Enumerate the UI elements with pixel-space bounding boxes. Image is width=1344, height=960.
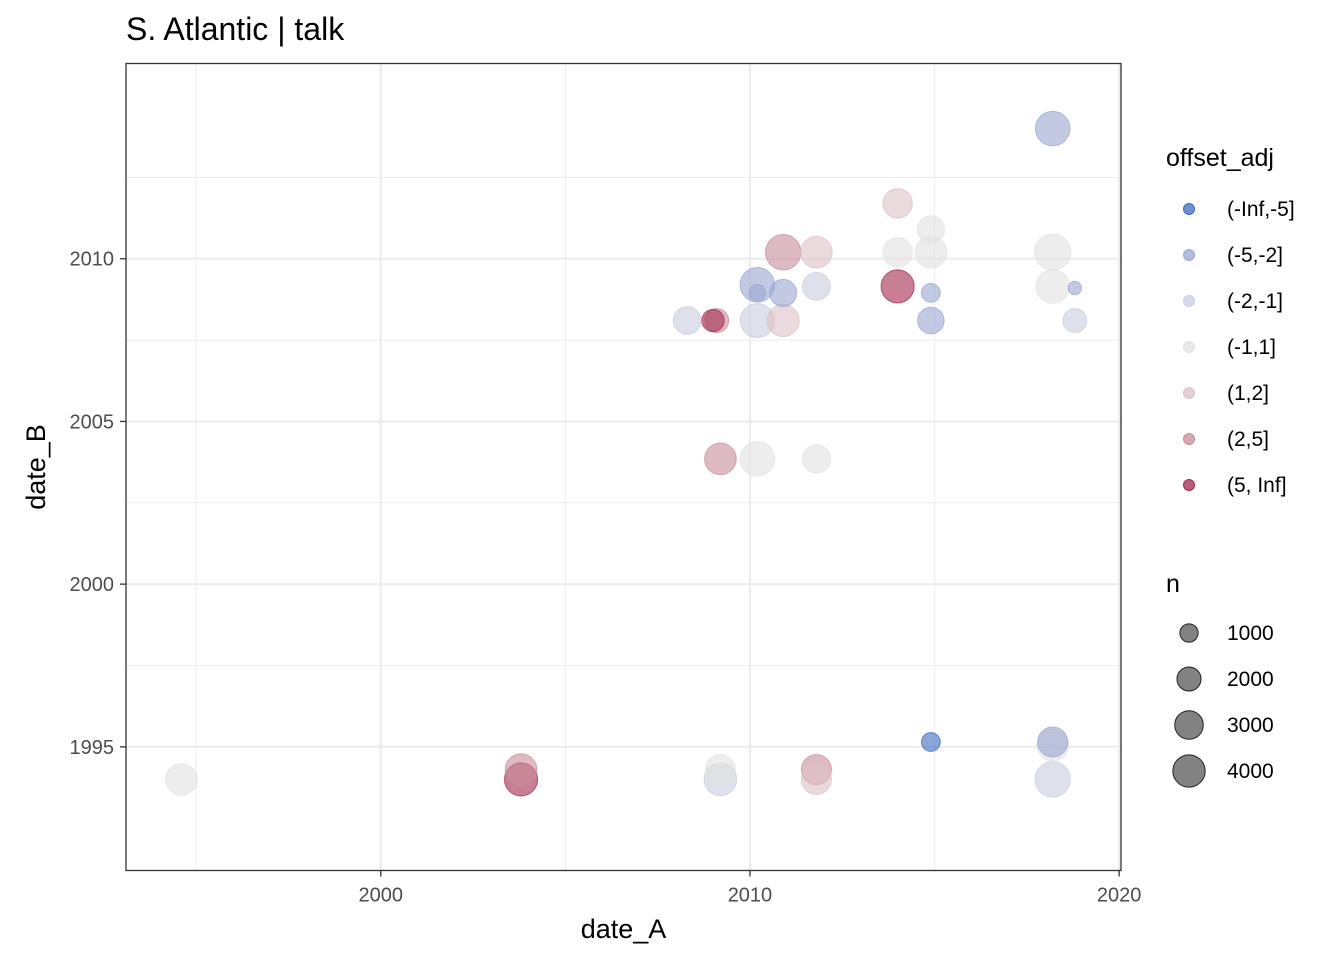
data-points	[165, 110, 1088, 798]
data-point	[165, 763, 198, 796]
legend-label: (1,2]	[1227, 382, 1269, 405]
data-point	[748, 284, 767, 302]
data-point	[800, 235, 833, 269]
data-point	[504, 753, 538, 786]
data-point	[739, 441, 776, 477]
data-point	[802, 272, 831, 301]
legend-label: (-2,-1]	[1227, 290, 1283, 313]
data-point	[1035, 269, 1070, 304]
legend-label: (5, Inf]	[1227, 474, 1287, 497]
data-point	[801, 444, 832, 474]
data-point	[916, 215, 945, 244]
panel-border	[125, 62, 1122, 872]
data-point	[917, 306, 945, 335]
data-point	[882, 188, 913, 219]
legend-swatch	[1183, 387, 1195, 399]
data-point	[701, 308, 725, 333]
data-point	[704, 754, 736, 786]
legend-swatch	[1183, 479, 1195, 491]
data-point	[882, 236, 913, 268]
x-tick-label: 2000	[358, 885, 403, 907]
data-point	[920, 732, 941, 752]
legend-swatch	[1183, 433, 1195, 445]
data-point	[1034, 110, 1071, 147]
grid	[126, 63, 1121, 871]
size-legend-swatch	[1176, 666, 1202, 692]
size-legend-label: 1000	[1227, 622, 1274, 645]
color-legend-title: offset_adj	[1166, 144, 1274, 172]
size-legend-swatch	[1172, 754, 1206, 788]
y-axis-title: date_B	[21, 424, 51, 510]
legend-label: (-1,1]	[1227, 336, 1276, 359]
y-tick-label: 2000	[70, 574, 115, 596]
size-legend-label: 4000	[1227, 760, 1274, 783]
size-legend-label: 2000	[1227, 668, 1274, 691]
data-point	[880, 269, 915, 304]
legend-swatch	[1183, 341, 1195, 353]
y-tick-label: 1995	[70, 737, 115, 759]
size-legend-label: 3000	[1227, 714, 1274, 737]
legend-label: (-Inf,-5]	[1227, 198, 1295, 221]
chart-title: S. Atlantic | talk	[126, 11, 345, 47]
legend-swatch	[1183, 295, 1195, 307]
legend-swatch	[1183, 249, 1195, 261]
axis-ticks: 2000 2010 2020 1995 2000 2005 2010	[70, 249, 1142, 907]
data-point	[1062, 308, 1088, 333]
data-point	[1037, 726, 1069, 758]
data-point	[1034, 761, 1071, 798]
size-legend-swatch	[1174, 710, 1204, 740]
data-point	[800, 763, 832, 795]
x-tick-label: 2010	[728, 885, 773, 907]
data-point	[672, 306, 702, 335]
data-point	[1067, 280, 1082, 296]
y-tick-label: 2010	[70, 249, 115, 271]
data-point	[920, 283, 941, 303]
legend-label: (-5,-2]	[1227, 244, 1283, 267]
legend-swatch	[1183, 203, 1195, 215]
size-legend-title: n	[1166, 570, 1180, 598]
size-legend: n 1000 2000 3000 4000	[1166, 570, 1274, 788]
y-tick-label: 2005	[70, 411, 115, 433]
legend-label: (2,5]	[1227, 428, 1269, 451]
data-point	[704, 442, 737, 476]
size-legend-swatch	[1179, 623, 1199, 643]
data-point	[766, 304, 800, 338]
data-point	[764, 234, 802, 271]
color-legend: offset_adj (-Inf,-5] (-5,-2] (-2,-1] (-1,1]…	[1166, 144, 1295, 497]
x-axis-title: date_A	[581, 914, 667, 944]
data-point	[769, 278, 798, 307]
data-point	[1034, 233, 1072, 271]
x-tick-label: 2020	[1097, 885, 1142, 907]
